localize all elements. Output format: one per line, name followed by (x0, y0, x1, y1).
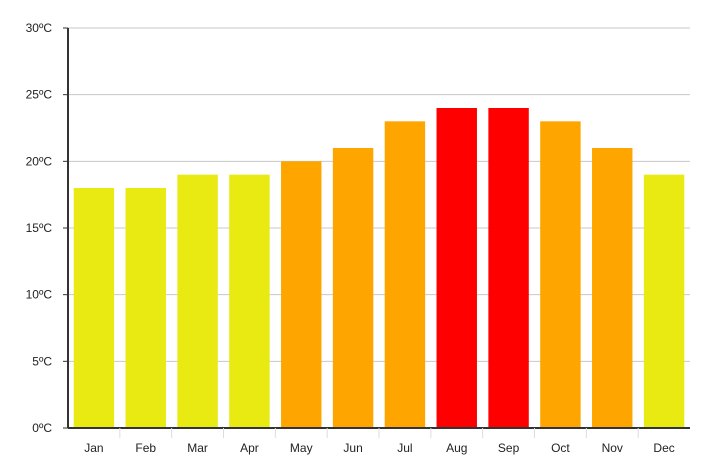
x-tick-label-sep: Sep (498, 441, 520, 455)
bar-sep (488, 108, 529, 428)
y-tick-label-25: 25ºC (26, 88, 53, 102)
y-tick-label-30: 30ºC (26, 21, 53, 35)
bar-aug (436, 108, 477, 428)
bar-nov (592, 148, 633, 428)
y-tick-label-5: 5ºC (32, 354, 52, 368)
bar-dec (643, 174, 685, 428)
y-tick-label-20: 20ºC (26, 154, 53, 168)
x-tick-label-feb: Feb (135, 441, 156, 455)
x-tick-label-apr: Apr (240, 441, 259, 455)
x-tick-label-mar: Mar (187, 441, 208, 455)
y-tick-label-0: 0ºC (32, 421, 52, 435)
bars (73, 108, 685, 429)
y-tick-label-10: 10ºC (26, 288, 53, 302)
x-tick-label-jul: Jul (397, 441, 412, 455)
bar-feb (125, 188, 166, 428)
x-tick-label-nov: Nov (602, 441, 623, 455)
y-tick-labels: 0ºC 5ºC 10ºC 15ºC 20ºC 25ºC 30ºC (26, 21, 68, 435)
bar-jun (332, 148, 374, 428)
gridlines (68, 27, 690, 362)
x-tick-label-jan: Jan (84, 441, 103, 455)
bar-jan (73, 188, 115, 428)
x-tick-label-jun: Jun (343, 441, 362, 455)
bar-may (281, 161, 322, 429)
bar-jul (384, 121, 426, 428)
bar-oct (540, 121, 581, 428)
y-tick-label-15: 15ºC (26, 221, 53, 235)
x-tick-label-oct: Oct (551, 441, 570, 455)
x-tick-label-dec: Dec (653, 441, 674, 455)
bar-apr (229, 174, 270, 428)
bar-mar (177, 174, 218, 428)
x-tick-label-aug: Aug (446, 441, 467, 455)
x-tick-labels: Jan Feb Mar Apr May Jun Jul Aug Sep Oct Nov Dec (84, 428, 675, 455)
x-tick-label-may: May (290, 441, 313, 455)
